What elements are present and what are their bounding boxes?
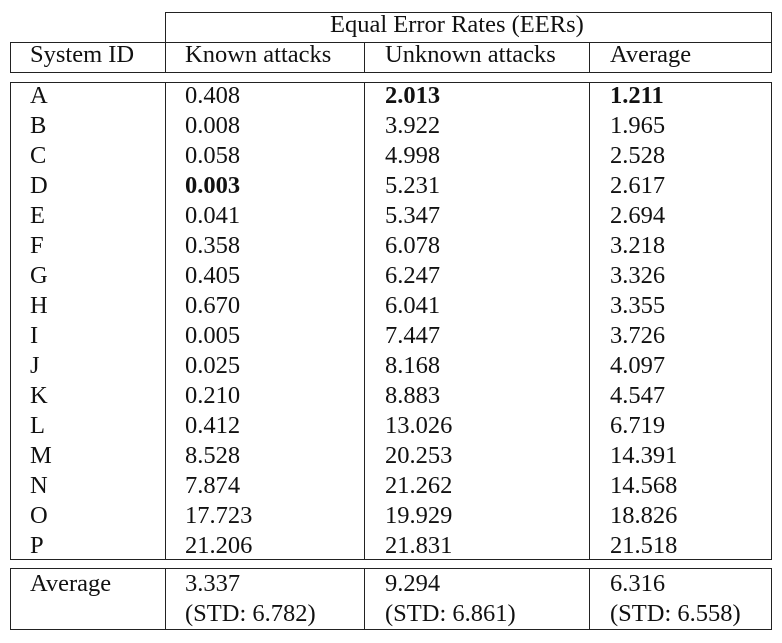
cell-average: 18.826 (610, 502, 678, 529)
cell-unknown: 5.231 (385, 172, 441, 199)
body-sep-2 (364, 82, 365, 560)
cell-known: 7.874 (185, 472, 241, 499)
footer-label: Average (30, 570, 112, 597)
footer-average: 6.316 (610, 570, 666, 597)
cell-unknown: 8.168 (385, 352, 441, 379)
cell-unknown: 21.831 (385, 532, 453, 559)
cell-known: 0.008 (185, 112, 241, 139)
footer-sep-3 (589, 568, 590, 630)
cell-average: 3.355 (610, 292, 666, 319)
cell-average: 14.568 (610, 472, 678, 499)
cell-unknown: 8.883 (385, 382, 441, 409)
cell-system-id: G (30, 262, 48, 289)
header-left-border (10, 42, 11, 73)
cell-unknown: 4.998 (385, 142, 441, 169)
cell-system-id: K (30, 382, 48, 409)
cell-system-id: D (30, 172, 48, 199)
table-footer-box (10, 568, 772, 630)
cell-system-id: F (30, 232, 44, 259)
cell-known: 0.408 (185, 82, 241, 109)
footer-known-std: (STD: 6.782) (185, 600, 316, 627)
cell-system-id: J (30, 352, 40, 379)
footer-known: 3.337 (185, 570, 241, 597)
footer-unknown-std: (STD: 6.861) (385, 600, 516, 627)
cell-system-id: C (30, 142, 47, 169)
cell-average: 3.218 (610, 232, 666, 259)
cell-unknown: 6.041 (385, 292, 441, 319)
group-underline (165, 42, 772, 43)
header-left-top (10, 42, 165, 43)
cell-system-id: L (30, 412, 45, 439)
cell-system-id: P (30, 532, 44, 559)
cell-unknown: 6.078 (385, 232, 441, 259)
cell-average: 2.617 (610, 172, 666, 199)
cell-unknown: 7.447 (385, 322, 441, 349)
header-sep-2 (364, 42, 365, 73)
column-header-unknown: Unknown attacks (385, 41, 556, 68)
cell-system-id: B (30, 112, 47, 139)
cell-known: 21.206 (185, 532, 253, 559)
cell-system-id: N (30, 472, 48, 499)
cell-known: 17.723 (185, 502, 253, 529)
cell-unknown: 3.922 (385, 112, 441, 139)
cell-unknown: 5.347 (385, 202, 441, 229)
column-header-known: Known attacks (185, 41, 332, 68)
cell-unknown: 2.013 (385, 82, 441, 109)
cell-unknown: 13.026 (385, 412, 453, 439)
column-header-average: Average (610, 41, 692, 68)
group-header: Equal Error Rates (EERs) (330, 11, 584, 38)
cell-known: 0.025 (185, 352, 241, 379)
cell-average: 2.528 (610, 142, 666, 169)
header-top-rule (165, 12, 772, 13)
cell-unknown: 6.247 (385, 262, 441, 289)
cell-average: 21.518 (610, 532, 678, 559)
cell-system-id: M (30, 442, 52, 469)
cell-average: 6.719 (610, 412, 666, 439)
cell-known: 0.005 (185, 322, 241, 349)
cell-known: 0.405 (185, 262, 241, 289)
cell-average: 14.391 (610, 442, 678, 469)
cell-system-id: O (30, 502, 48, 529)
cell-average: 2.694 (610, 202, 666, 229)
table-body-box (10, 82, 772, 560)
cell-known: 0.058 (185, 142, 241, 169)
cell-known: 8.528 (185, 442, 241, 469)
cell-known: 0.412 (185, 412, 241, 439)
cell-known: 0.041 (185, 202, 241, 229)
footer-unknown: 9.294 (385, 570, 441, 597)
eer-table: Equal Error Rates (EERs) System ID Known… (10, 11, 772, 630)
cell-average: 4.547 (610, 382, 666, 409)
cell-known: 0.210 (185, 382, 241, 409)
cell-system-id: A (30, 82, 48, 109)
cell-system-id: I (30, 322, 39, 349)
footer-sep-2 (364, 568, 365, 630)
cell-system-id: E (30, 202, 45, 229)
body-sep-1 (165, 82, 166, 560)
cell-average: 3.326 (610, 262, 666, 289)
cell-unknown: 21.262 (385, 472, 453, 499)
cell-average: 3.726 (610, 322, 666, 349)
footer-sep-1 (165, 568, 166, 630)
cell-known: 0.670 (185, 292, 241, 319)
column-header-system-id: System ID (30, 41, 135, 68)
cell-average: 1.211 (610, 82, 664, 109)
cell-unknown: 20.253 (385, 442, 453, 469)
cell-unknown: 19.929 (385, 502, 453, 529)
footer-average-std: (STD: 6.558) (610, 600, 741, 627)
cell-average: 4.097 (610, 352, 666, 379)
cell-system-id: H (30, 292, 48, 319)
body-sep-3 (589, 82, 590, 560)
cell-known: 0.358 (185, 232, 241, 259)
cell-average: 1.965 (610, 112, 666, 139)
cell-known: 0.003 (185, 172, 241, 199)
header-sep-3 (589, 42, 590, 73)
